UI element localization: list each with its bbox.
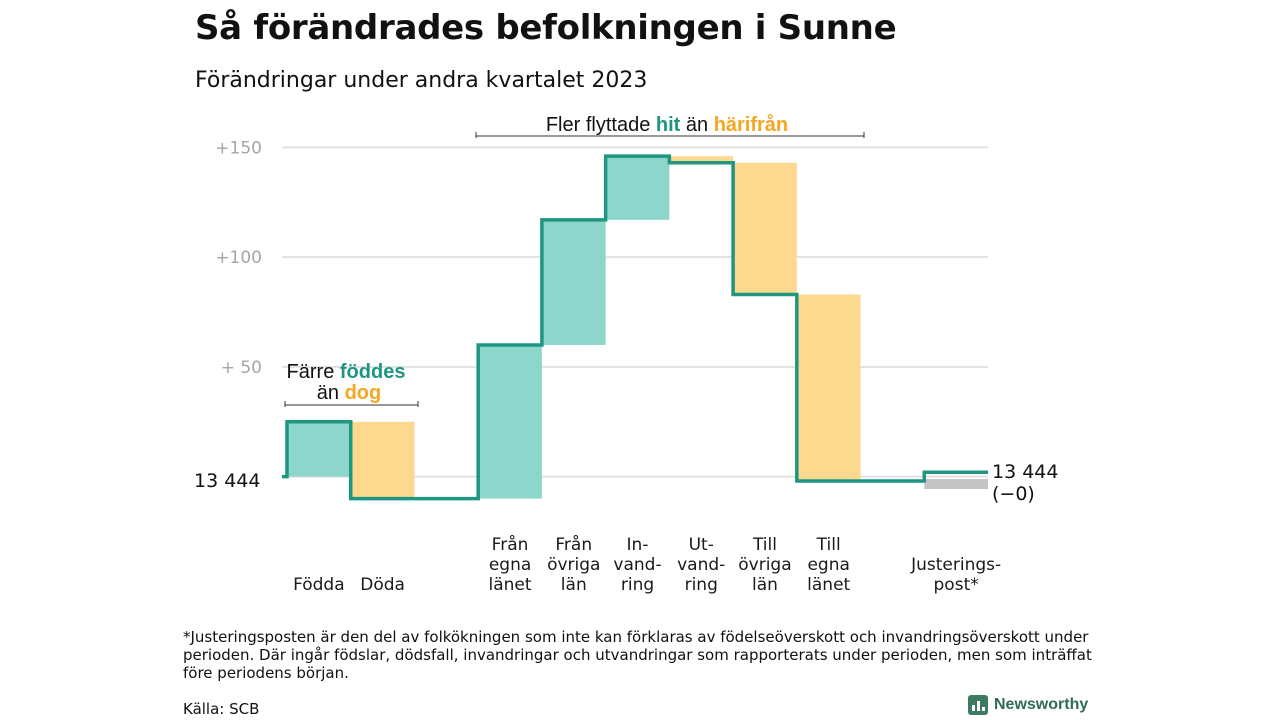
category-label-doda: Döda xyxy=(360,575,405,595)
category-label-fran_egna: egna xyxy=(489,555,531,575)
bar-invandring xyxy=(605,156,670,220)
category-label-till_egna: Till xyxy=(816,535,841,555)
source-label: Källa: SCB xyxy=(183,700,260,718)
category-label-justering: post* xyxy=(934,575,979,595)
y-axis-ticks: +150 +100 + 50 xyxy=(215,138,262,378)
category-label-invandring: ring xyxy=(621,575,654,595)
bar-justering xyxy=(924,479,988,490)
category-label-fran_ovriga: Från xyxy=(555,534,592,555)
annotation-migration: Fler flyttade hit än härifrån xyxy=(475,113,865,138)
bar-till_ovriga xyxy=(733,162,797,295)
annotation-birth-death: Färre föddes än dog xyxy=(284,361,419,407)
category-label-till_egna: länet xyxy=(807,575,850,595)
brand-name: Newsworthy xyxy=(994,696,1089,713)
annotation-birth-death-line2: än dog xyxy=(317,382,381,404)
category-label-till_ovriga: övriga xyxy=(738,555,791,575)
bar-fran_egna xyxy=(478,344,542,499)
category-label-utvandring: vand- xyxy=(677,555,725,575)
start-value-label: 13 444 xyxy=(194,470,260,492)
category-label-till_ovriga: län xyxy=(752,575,778,595)
bar-fran_ovriga xyxy=(541,219,606,345)
category-label-fran_egna: Från xyxy=(492,534,529,555)
bar-utvandring xyxy=(669,156,734,163)
category-label-till_egna: egna xyxy=(807,555,849,575)
bracket-birth-death xyxy=(284,401,419,407)
waterfall-chart: +150+100+ 50 Födda DödaFrånegnalänetFrånö… xyxy=(194,113,1058,595)
end-value-label: 13 444 xyxy=(992,461,1058,483)
category-label-utvandring: Ut- xyxy=(689,535,714,555)
end-change-label: (−0) xyxy=(992,483,1035,505)
bar-doda xyxy=(350,421,415,499)
y-tick-label: +150 xyxy=(215,138,262,158)
footnote: *Justeringsposten är den del av folkökni… xyxy=(183,628,1092,682)
newsworthy-logo: Newsworthy xyxy=(968,695,1088,715)
annotation-birth-death-line1: Färre föddes xyxy=(287,361,406,383)
bar-fodda xyxy=(287,421,351,477)
category-label-fran_ovriga: övriga xyxy=(547,555,600,575)
category-label-utvandring: ring xyxy=(685,575,718,595)
category-label-invandring: In- xyxy=(627,535,649,555)
chart-subtitle: Förändringar under andra kvartalet 2023 xyxy=(195,68,648,93)
bars xyxy=(287,156,988,499)
category-label-till_ovriga: Till xyxy=(752,535,777,555)
category-label-fodda: Födda xyxy=(293,575,345,595)
bar-till_egna xyxy=(796,294,861,482)
bracket-migration xyxy=(475,132,865,138)
chart-title: Så förändrades befolkningen i Sunne xyxy=(195,8,897,48)
category-label-fran_egna: länet xyxy=(489,575,532,595)
cumulative-line xyxy=(282,154,988,501)
population-step-line xyxy=(282,154,988,501)
y-tick-label: + 50 xyxy=(221,358,262,378)
bar-chart-icon xyxy=(968,695,988,715)
category-label-justering: Justerings- xyxy=(910,555,1001,575)
annotation-migration-text: Fler flyttade hit än härifrån xyxy=(546,113,788,136)
category-labels: Födda DödaFrånegnalänetFrånövrigalänIn-va… xyxy=(293,534,1001,595)
category-label-invandring: vand- xyxy=(613,555,661,575)
y-tick-label: +100 xyxy=(215,248,262,268)
category-label-fran_ovriga: län xyxy=(561,575,587,595)
